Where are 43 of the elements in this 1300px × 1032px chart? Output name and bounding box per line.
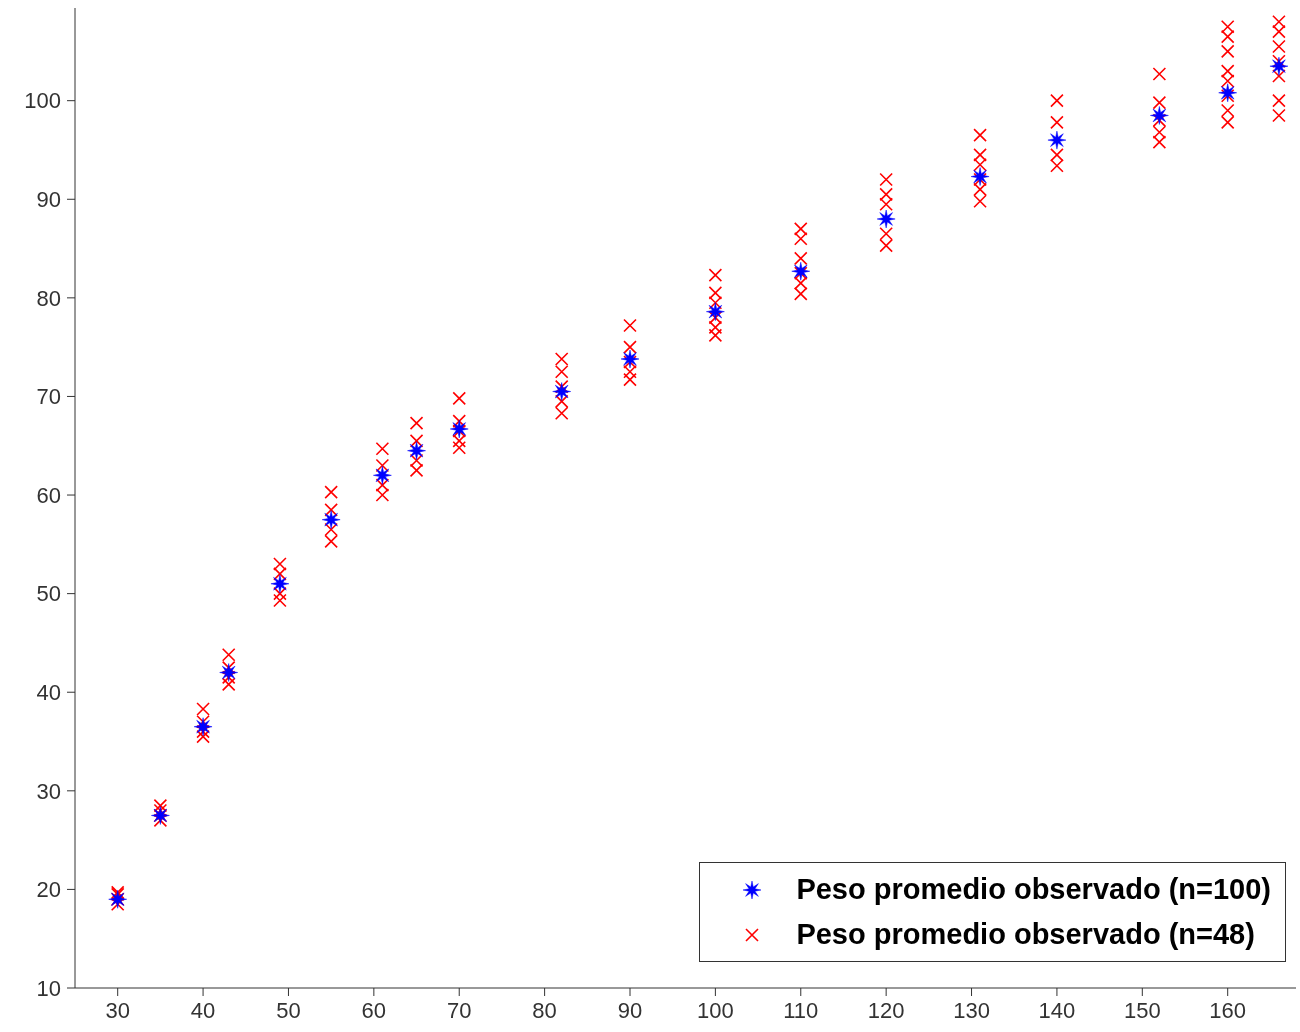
point bbox=[706, 302, 725, 321]
x-tick-label: 130 bbox=[953, 997, 990, 1023]
point bbox=[876, 209, 896, 229]
y-tick-label: 10 bbox=[36, 975, 61, 1001]
y-tick-label: 60 bbox=[36, 482, 61, 508]
point bbox=[270, 574, 290, 594]
x-tick-label: 90 bbox=[617, 997, 643, 1023]
point bbox=[970, 167, 990, 186]
legend-label: Peso promedio observado (n=48) bbox=[796, 917, 1255, 952]
x-tick-label: 40 bbox=[190, 997, 216, 1023]
y-tick-label: 100 bbox=[24, 88, 61, 114]
point bbox=[407, 441, 426, 460]
y-tick-label: 50 bbox=[36, 581, 61, 607]
x-tick-label: 100 bbox=[697, 997, 734, 1023]
point bbox=[791, 261, 811, 281]
x-tick-label: 120 bbox=[867, 997, 905, 1023]
y-tick-label: 40 bbox=[36, 680, 61, 706]
point bbox=[193, 717, 213, 736]
point bbox=[1047, 130, 1067, 150]
x-tick-label: 150 bbox=[1123, 997, 1161, 1023]
point bbox=[219, 663, 238, 682]
legend-label: Peso promedio observado (n=100) bbox=[796, 872, 1271, 907]
y-tick-label: 70 bbox=[36, 384, 61, 410]
x-tick-label: 140 bbox=[1038, 997, 1076, 1023]
point bbox=[552, 382, 571, 401]
point bbox=[373, 466, 392, 485]
x-tick-label: 30 bbox=[105, 997, 130, 1023]
x-tick-label: 80 bbox=[532, 997, 557, 1023]
x-tick-label: 70 bbox=[446, 997, 472, 1023]
y-tick-label: 80 bbox=[36, 285, 61, 311]
point bbox=[321, 510, 341, 529]
x-tick-label: 60 bbox=[361, 997, 387, 1023]
point bbox=[620, 349, 640, 369]
x-tick-label: 110 bbox=[783, 997, 819, 1023]
point bbox=[1269, 56, 1289, 76]
point bbox=[1218, 83, 1237, 103]
y-tick-label: 30 bbox=[36, 778, 61, 804]
y-tick-label: 90 bbox=[36, 187, 61, 213]
x-tick-label: 160 bbox=[1209, 997, 1247, 1023]
point bbox=[449, 419, 469, 439]
x-tick-label: 50 bbox=[276, 997, 301, 1023]
point bbox=[1150, 106, 1169, 125]
y-tick-label: 20 bbox=[36, 877, 61, 903]
